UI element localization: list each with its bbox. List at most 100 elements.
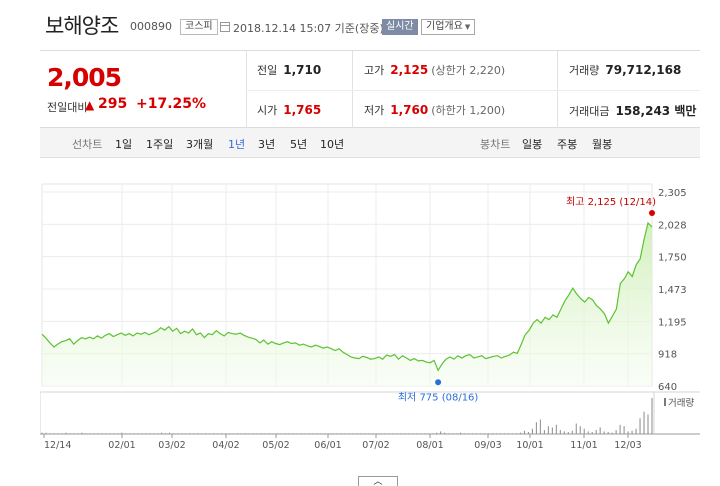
volume-bar (496, 433, 498, 434)
volume-bar (535, 422, 537, 434)
company-info-dropdown[interactable]: 기업개요 ▼ (421, 19, 476, 35)
prev-label: 전일 (257, 64, 278, 77)
x-tick-label: 12/14 (44, 440, 71, 451)
x-tick-label: 05/02 (262, 440, 289, 451)
line-chart-label: 선차트 (72, 138, 103, 151)
volume-bar (388, 433, 390, 434)
volume-bar (153, 433, 155, 434)
volume-bar (272, 433, 274, 434)
change-value: 295 (98, 96, 128, 112)
x-tick-label: 10/01 (516, 440, 543, 451)
period-3y[interactable]: 3년 (258, 138, 276, 151)
volume-bar (460, 432, 462, 434)
volume-bar (635, 428, 637, 434)
lower-limit: (하한가 1,200) (431, 104, 506, 117)
volume-bar (224, 433, 226, 434)
volume-bar (145, 433, 147, 434)
volume-bar (591, 432, 593, 434)
volume-bar (583, 428, 585, 434)
min-price-label: 최저 775 (08/16) (398, 391, 479, 403)
volume-bar (631, 430, 633, 434)
volume-bar (607, 432, 609, 434)
volume-bar (440, 431, 442, 434)
volume-bar (101, 433, 103, 434)
volume-bar (396, 433, 398, 434)
volume-bar (551, 427, 553, 434)
company-info-label: 기업개요 (426, 21, 463, 32)
volume-bar (320, 433, 322, 434)
period-10y[interactable]: 10년 (320, 138, 345, 151)
volume-bar (599, 427, 601, 434)
volume-bar (368, 433, 370, 434)
y-tick-label: 2,028 (658, 220, 687, 231)
volume-bar (376, 433, 378, 434)
max-price-label: 최고 2,125 (12/14) (566, 196, 656, 208)
volume-bar (117, 433, 119, 434)
volume-bar (579, 426, 581, 434)
volume-bar (149, 433, 151, 434)
volume-bar (543, 430, 545, 434)
realtime-button[interactable]: 실시간 (382, 19, 418, 35)
x-tick-label: 12/03 (614, 440, 641, 451)
volume-bar (595, 430, 597, 434)
volume-legend-swatch (664, 398, 666, 406)
volume-bar (623, 426, 625, 434)
period-1d[interactable]: 1일 (115, 138, 133, 151)
volume-bar (571, 430, 573, 434)
candle-daily[interactable]: 일봉 (522, 138, 543, 151)
low-value: 1,760 (390, 103, 429, 117)
volume: 거래량 79,712,168 (569, 62, 681, 78)
volume-bar (268, 433, 270, 434)
x-tick-label: 11/01 (570, 440, 597, 451)
volume-bar (499, 433, 501, 434)
volume-bar (651, 398, 653, 434)
volume-bar (456, 433, 458, 434)
open-price: 시가 1,765 (257, 102, 321, 118)
prev-value: 1,710 (283, 63, 322, 77)
volume-bar (420, 433, 422, 434)
min-price-marker (435, 379, 442, 386)
price-summary: 2,005 전일대비 ▲ 295 +17.25% 전일 1,710 고가 2,125… (40, 50, 700, 129)
volume-bar (85, 433, 87, 434)
upper-limit: (상한가 2,220) (431, 64, 506, 77)
volume-bar (531, 428, 533, 434)
volume-bar (173, 433, 175, 434)
y-tick-label: 1,195 (658, 317, 687, 328)
volume-bar (639, 418, 641, 434)
volume-bar (515, 433, 517, 434)
x-tick-label: 06/01 (314, 440, 341, 451)
volume-bar (428, 433, 430, 434)
volume-bar (181, 433, 183, 434)
volume-bar (539, 419, 541, 434)
volume-bar (348, 433, 350, 434)
volume-bar (312, 433, 314, 434)
x-tick-label: 09/03 (474, 440, 501, 451)
y-tick-label: 1,750 (658, 253, 687, 264)
volume-bar (232, 433, 234, 434)
period-3m[interactable]: 3개월 (186, 138, 214, 151)
candle-weekly[interactable]: 주봉 (557, 138, 578, 151)
volume-bar (157, 433, 159, 434)
period-5y[interactable]: 5년 (290, 138, 308, 151)
volume-bar (77, 433, 79, 434)
volume-bar (208, 433, 210, 434)
volume-bar (97, 433, 99, 434)
period-bar: 선차트 1일 1주일 3개월 1년 3년 5년 10년 봉차트 일봉 주봉 월봉 (40, 128, 700, 158)
volume-bar (216, 433, 218, 434)
volume-bar (53, 433, 55, 434)
open-value: 1,765 (283, 103, 322, 117)
period-1w[interactable]: 1주일 (146, 138, 174, 151)
period-1y[interactable]: 1년 (228, 138, 246, 151)
up-arrow-icon: ▲ (85, 98, 95, 112)
volume-bar (432, 433, 434, 434)
volume-bar (73, 433, 75, 434)
chevron-up-icon: ︿ (373, 477, 383, 486)
candle-monthly[interactable]: 월봉 (592, 138, 613, 151)
volume-bar (45, 432, 47, 434)
volume-bar (563, 431, 565, 434)
calendar-icon (220, 22, 230, 32)
y-tick-label: 640 (658, 382, 677, 393)
open-label: 시가 (257, 104, 278, 117)
chart-scroll-button[interactable]: ︿ (358, 476, 398, 486)
volume-bar (165, 433, 167, 434)
